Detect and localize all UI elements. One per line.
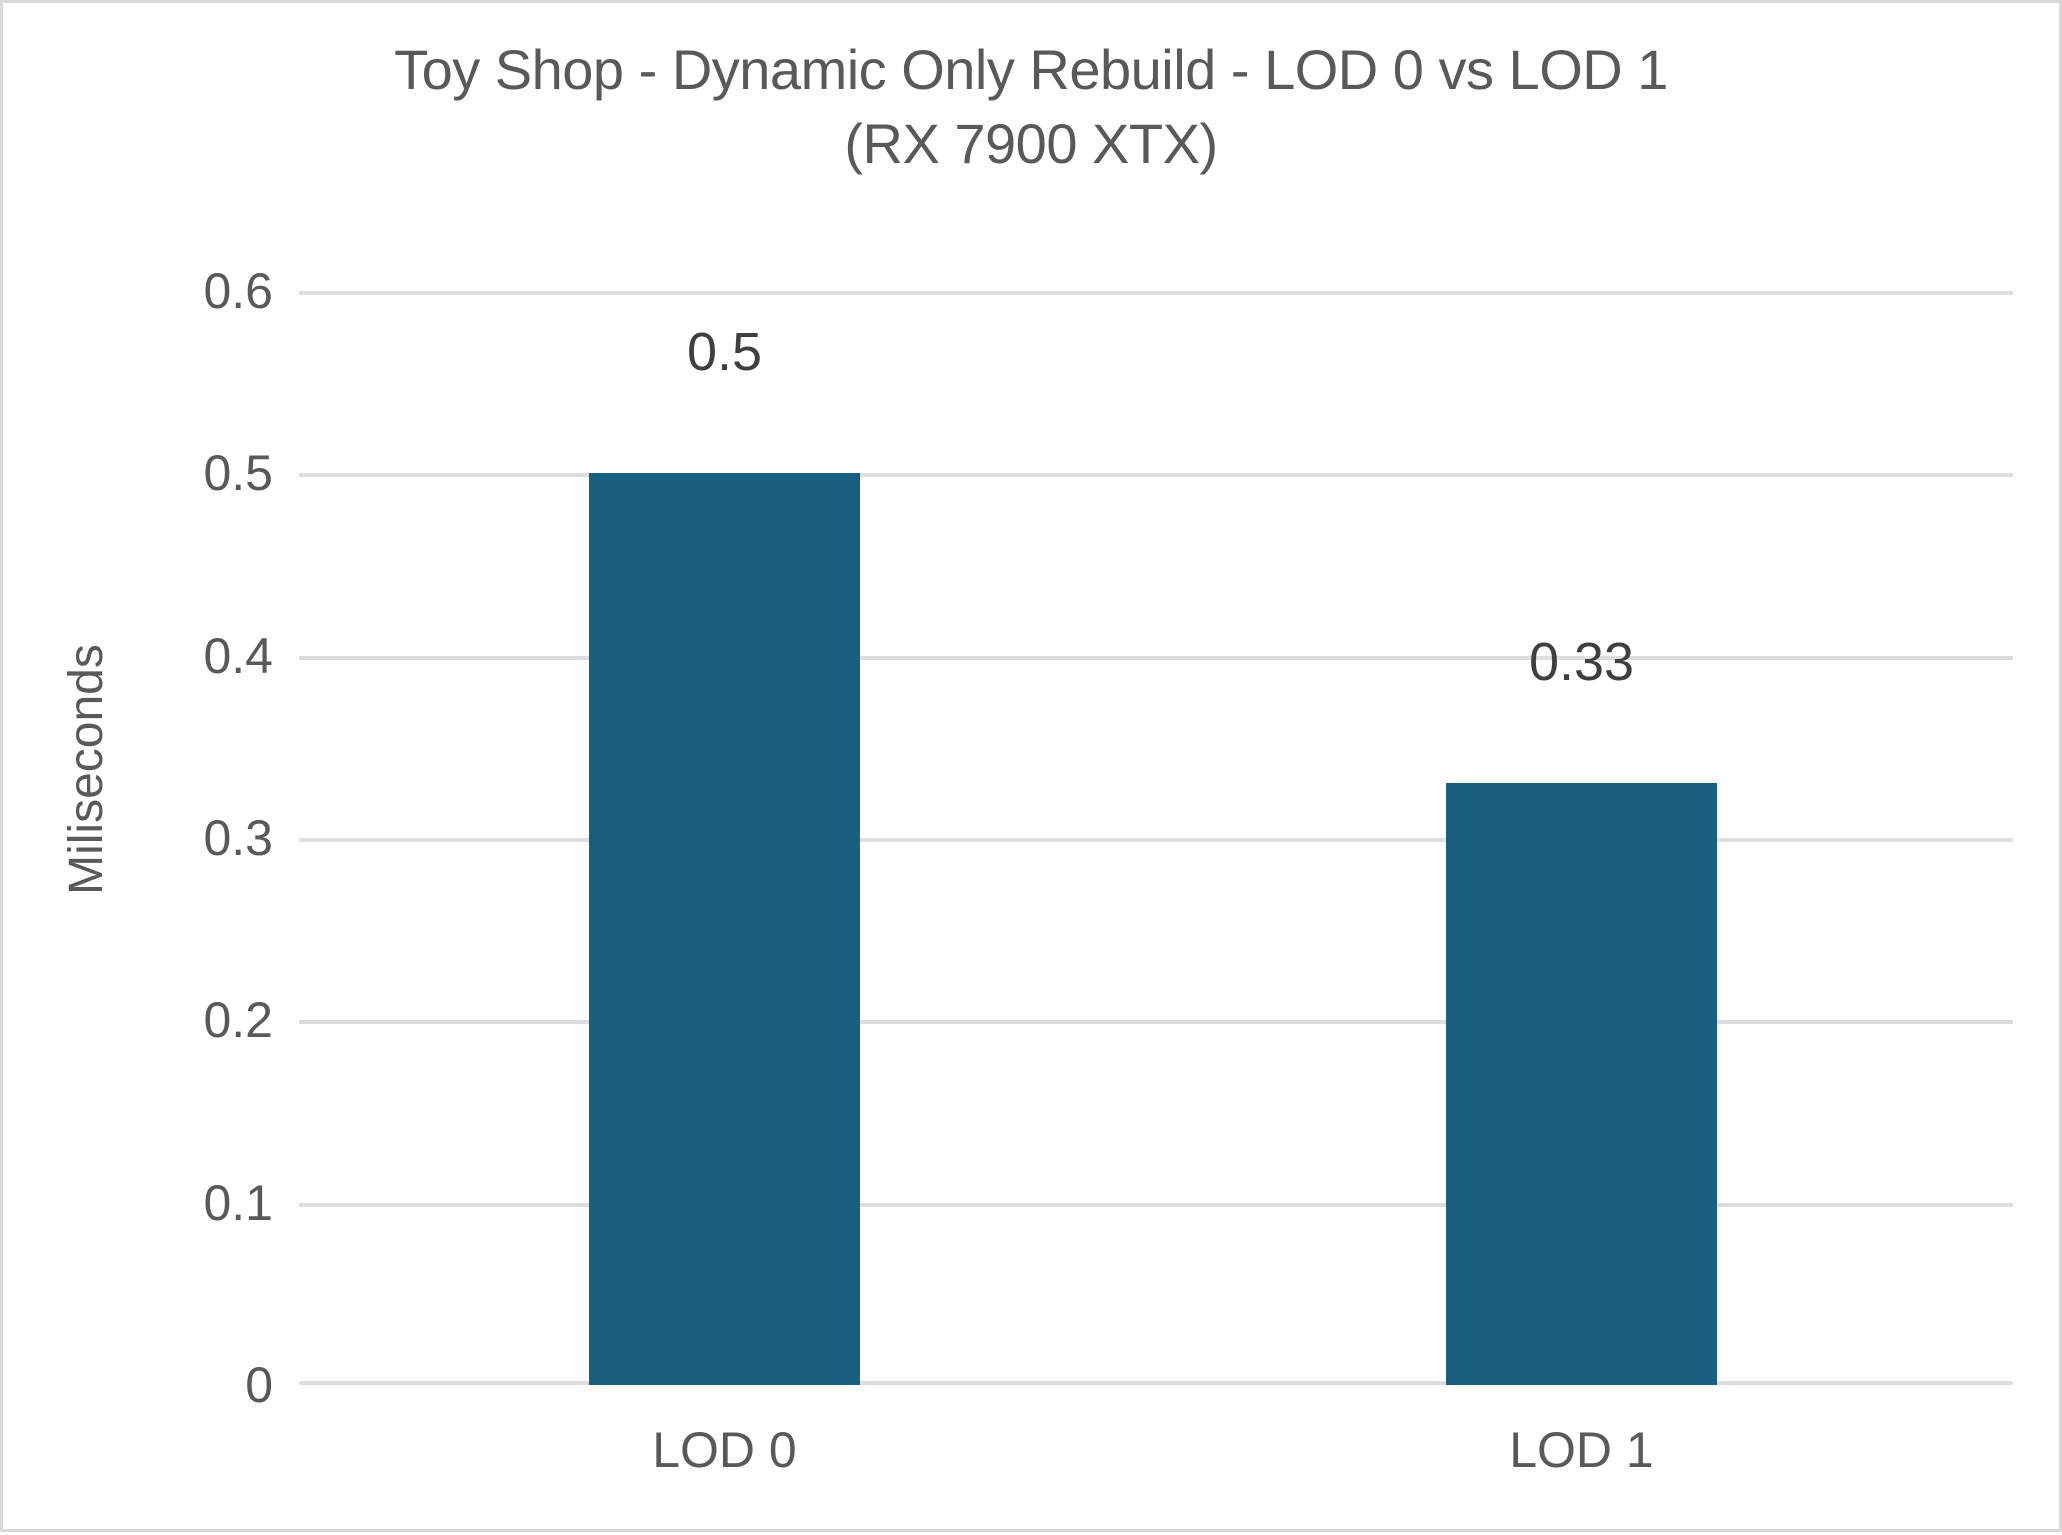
bar-value-label-lod-1: 0.33	[1528, 632, 1635, 692]
gridline-0.3	[299, 838, 2013, 842]
chart-title-line-2: (RX 7900 XTX)	[844, 111, 1218, 175]
y-axis-tick-label: 0.3	[203, 810, 273, 866]
axis-baseline	[299, 1381, 2013, 1385]
y-axis-tick-label: 0	[245, 1357, 273, 1413]
y-axis-tick-label: 0.6	[203, 263, 273, 319]
bar-lod-0[interactable]	[589, 473, 860, 1385]
plot-area: 0.5 0.33	[299, 291, 2013, 1385]
gridline-0.6	[299, 291, 2013, 295]
y-axis-tick-label: 0.4	[203, 627, 273, 684]
chart-title: Toy Shop - Dynamic Only Rebuild - LOD 0 …	[3, 33, 2059, 181]
gridline-0.4	[299, 655, 2013, 660]
y-axis-tick-labels: 0.6 0.5 0.4 0.3 0.2 0.1 0	[123, 263, 273, 1413]
y-axis-tick-label: 0.5	[203, 445, 273, 502]
gridline-0.2	[299, 1020, 2013, 1025]
gridline-0.5	[299, 473, 2013, 478]
gridline-0.1	[299, 1202, 2013, 1207]
y-axis-title-label: Miliseconds	[59, 643, 113, 895]
x-axis-tick-labels: LOD 0 LOD 1	[299, 1421, 2013, 1511]
x-axis-tick-label-lod-0: LOD 0	[652, 1422, 797, 1478]
chart-title-line-1: Toy Shop - Dynamic Only Rebuild - LOD 0 …	[394, 38, 1668, 101]
x-axis-tick-label-lod-1: LOD 1	[1509, 1422, 1654, 1478]
y-axis-tick-label: 0.2	[203, 992, 273, 1049]
bar-lod-1[interactable]	[1446, 783, 1717, 1385]
y-axis-title: Miliseconds	[41, 3, 131, 1535]
y-axis-tick-label: 0.1	[203, 1174, 273, 1231]
bar-value-label-lod-0: 0.5	[686, 322, 763, 382]
